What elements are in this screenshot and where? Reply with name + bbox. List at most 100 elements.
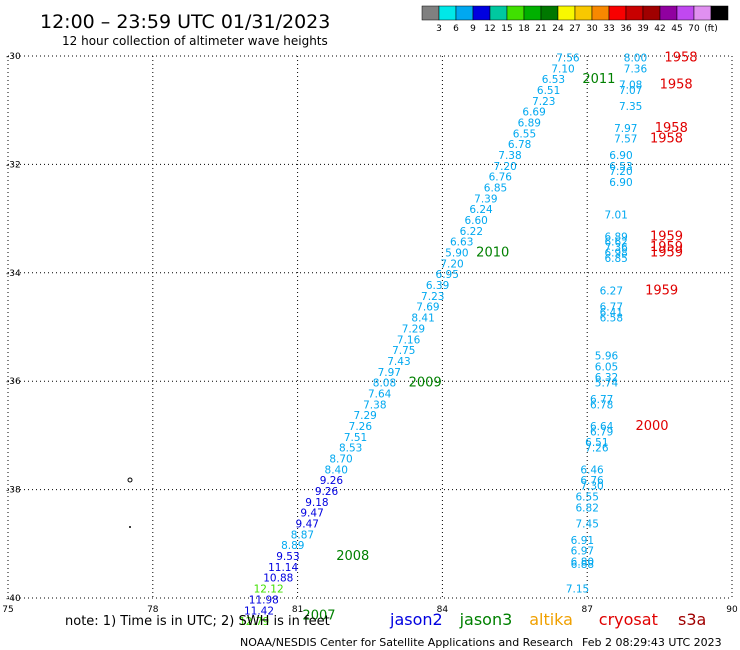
- wave-height-point: 7.20: [609, 166, 632, 178]
- wave-height-point: 6.90: [609, 177, 632, 189]
- wave-height-point: 6.98: [604, 248, 627, 260]
- color-scale-label: 24: [552, 24, 564, 34]
- wave-height-point: 7.36: [624, 63, 648, 75]
- y-tick-label: -34: [6, 269, 21, 279]
- wave-height-point: 7.35: [619, 101, 642, 113]
- track-annotation: 1959: [650, 240, 683, 255]
- track-annotation: 2009: [409, 376, 442, 391]
- wave-height-point: 6.24: [469, 204, 493, 216]
- wave-height-point: 7.16: [397, 334, 421, 346]
- legend-item: s3a: [678, 610, 706, 629]
- wave-height-point: 8.53: [339, 443, 362, 455]
- wave-height-point: 8.87: [291, 529, 314, 541]
- track-annotation: 2008: [336, 549, 369, 564]
- wave-height-point: 6.55: [576, 491, 599, 503]
- wave-height-point: 9.26: [320, 475, 344, 487]
- legend-item: altika: [529, 610, 573, 629]
- wave-height-point: 6.80: [571, 556, 594, 568]
- color-scale-label: 18: [518, 24, 530, 34]
- wave-height-point: 6.69: [522, 107, 545, 119]
- color-scale-label: (ft): [704, 24, 718, 34]
- island-marker: [129, 526, 131, 528]
- wave-height-point: 8.00: [624, 52, 647, 64]
- wave-height-point: 7.75: [392, 345, 415, 357]
- x-tick-label: 78: [147, 605, 159, 615]
- wave-height-point: 6.95: [436, 269, 459, 281]
- wave-height-point: 9.47: [300, 508, 323, 520]
- x-tick-label: 81: [292, 605, 303, 615]
- wave-height-point: 7.36: [604, 242, 628, 254]
- wave-height-point: 8.08: [373, 378, 396, 390]
- wave-height-point: 7.15: [566, 584, 589, 596]
- color-scale-swatch: [557, 5, 576, 21]
- color-scale-label: 21: [535, 24, 546, 34]
- wave-height-point: 6.76: [580, 475, 604, 487]
- wave-height-point: 5.90: [445, 248, 468, 260]
- wave-height-point: 6.53: [542, 74, 565, 86]
- color-scale-label: 36: [620, 24, 632, 34]
- color-scale-label: 39: [637, 24, 649, 34]
- color-scale-label: 42: [654, 24, 665, 34]
- wave-height-point: 6.91: [571, 535, 594, 547]
- color-scale-swatch: [523, 5, 542, 21]
- color-scale-swatch: [540, 5, 559, 21]
- wave-height-point: 7.20: [440, 258, 463, 270]
- wave-height-point: 6.41: [600, 307, 623, 319]
- color-scale-bar: 3 6 9 12 15 18 21 24 27 30 33 36 39 42 45 70 (ft): [421, 5, 729, 34]
- wave-height-point: 8.41: [411, 313, 434, 325]
- wave-height-point: 6.85: [484, 183, 507, 195]
- wave-height-point: 7.43: [387, 356, 410, 368]
- axes: 75 78 81 84 87 90 -30 -32 -34 -36 -38 -40: [2, 52, 738, 615]
- wave-height-point: 6.51: [585, 437, 608, 449]
- x-tick-label: 90: [726, 605, 738, 615]
- y-tick-label: -38: [6, 486, 21, 496]
- wave-height-point: 7.26: [349, 421, 373, 433]
- x-tick-label: 87: [581, 605, 592, 615]
- color-scale-swatch: [455, 5, 474, 21]
- chart-title: 12:00 – 23:59 UTC 01/31/2023: [40, 11, 330, 33]
- y-tick-label: -36: [6, 377, 21, 387]
- wave-height-point: 7.23: [421, 291, 444, 303]
- wave-height-point: 7.08: [619, 80, 642, 92]
- wave-height-point: 7.10: [551, 63, 574, 75]
- track-annotation: 2010: [476, 246, 509, 261]
- color-scale-swatch: [625, 5, 644, 21]
- wave-height-point: 6.63: [450, 237, 473, 249]
- color-scale-swatch: [574, 5, 593, 21]
- wave-height-point: 9.47: [296, 519, 319, 531]
- y-tick-label: -30: [6, 52, 21, 62]
- wave-height-point: 6.89: [518, 117, 541, 129]
- wave-height-point: 7.39: [474, 193, 497, 205]
- track-annotation: 2011: [582, 72, 615, 87]
- color-scale-label: 70: [688, 24, 700, 34]
- color-scale-label: 12: [484, 24, 495, 34]
- wave-height-point: 7.97: [378, 367, 401, 379]
- wave-height-point: 12.79: [239, 616, 269, 628]
- color-scale-label: 45: [671, 24, 682, 34]
- wave-height-point: 11.98: [249, 594, 279, 606]
- wave-height-point: 6.79: [590, 426, 613, 438]
- wave-height-point: 7.97: [614, 123, 637, 135]
- wave-height-point: 6.32: [595, 372, 618, 384]
- track-annotation: 1958: [660, 78, 693, 93]
- color-scale-label: 3: [436, 24, 442, 34]
- legend-item: cryosat: [599, 610, 658, 629]
- color-scale-swatch: [676, 5, 695, 21]
- color-scale-swatch: [693, 5, 712, 21]
- wave-height-point: 6.90: [609, 150, 632, 162]
- wave-height-point: 7.01: [604, 210, 627, 222]
- wave-height-point: 5.96: [595, 351, 619, 363]
- wave-height-point: 6.22: [460, 226, 483, 238]
- wave-height-point: 6.27: [600, 285, 623, 297]
- wave-height-point: 7.07: [619, 85, 642, 97]
- wave-height-point: 6.55: [513, 128, 536, 140]
- wave-height-point: 7.29: [353, 410, 376, 422]
- wave-height-point: 7.51: [344, 432, 367, 444]
- wave-height-point: 7.57: [614, 134, 637, 146]
- color-scale-swatch: [506, 5, 525, 21]
- grid-lines: [7, 55, 733, 599]
- wave-height-point: 6.51: [537, 85, 560, 97]
- track-annotation: 1959: [650, 229, 683, 244]
- wave-height-point: 7.20: [493, 161, 516, 173]
